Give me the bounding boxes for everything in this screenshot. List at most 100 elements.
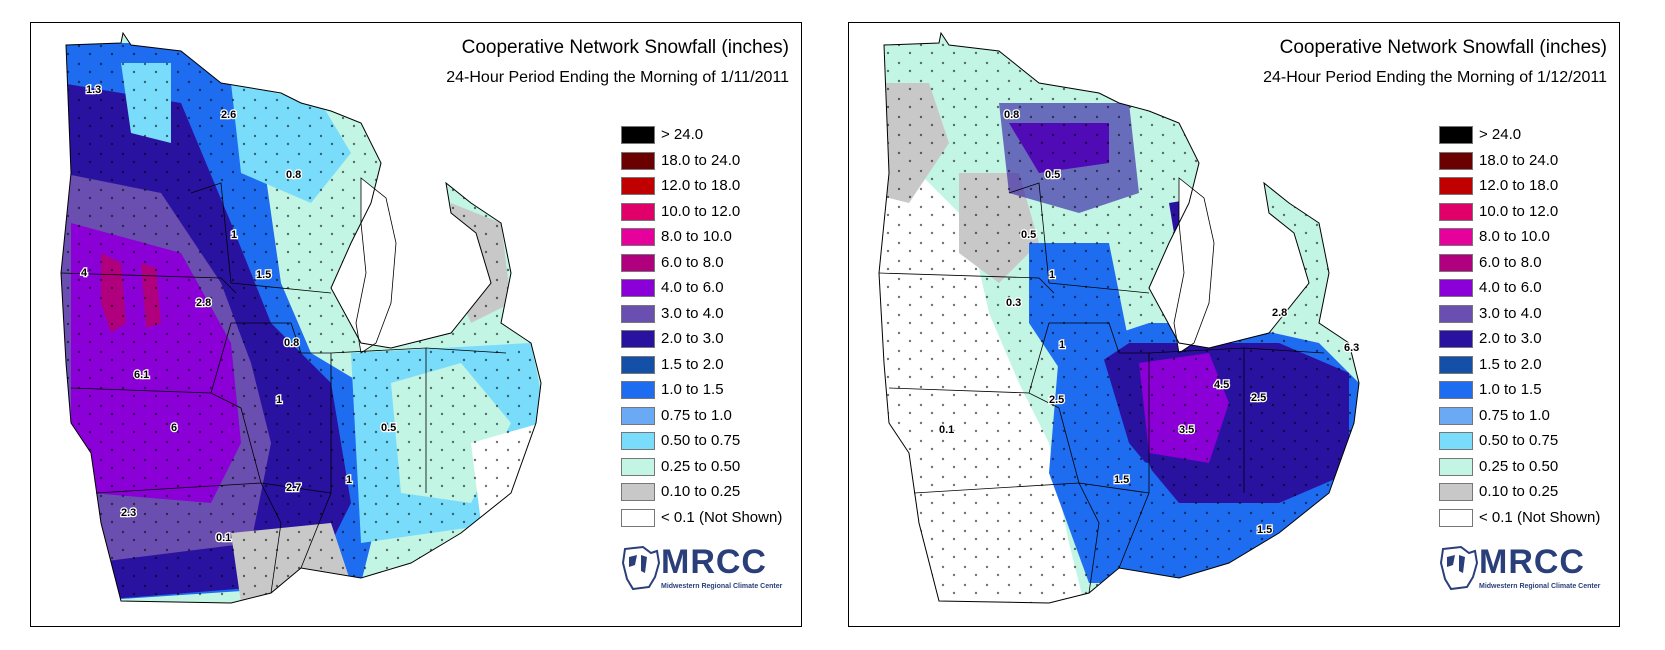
- legend-label: 8.0 to 10.0: [661, 228, 732, 245]
- map-value-labels: 1.3 2.6 0.8 1 4 1.5 2.8 0.8 6.1 1 0.5 6 2.7 1 2.3 0.1: [80, 83, 398, 546]
- great-lakes-logo-icon: [621, 545, 661, 591]
- logo-subtitle: Midwestern Regional Climate Center: [1479, 583, 1601, 590]
- legend-label: 18.0 to 24.0: [661, 151, 741, 169]
- map-value-label: 6.1: [134, 369, 149, 381]
- snowfall-map-1-12: 0.8 0.5 0.5 1 0.3 1 2.8 6.3 4.5 2.5 2.5 3.5 0.1 1.5 1.…: [878, 31, 1361, 604]
- legend-swatch: [1439, 228, 1473, 246]
- legend-swatch: [1439, 151, 1473, 170]
- legend-swatch: [621, 508, 655, 527]
- legend-label: 1.5 to 2.0: [1479, 355, 1542, 373]
- map-value-label: 6: [171, 422, 177, 434]
- legend-swatch: [1439, 253, 1473, 272]
- legend-label: 2.0 to 3.0: [1479, 330, 1542, 347]
- map-title: Cooperative Network Snowfall (inches): [1279, 37, 1607, 58]
- map-value-label: 1: [346, 474, 352, 486]
- map-value-label: 1: [1059, 339, 1065, 351]
- legend-label: 1.5 to 2.0: [661, 355, 724, 373]
- legend-swatch: [1439, 381, 1473, 399]
- map-value-labels: 0.8 0.5 0.5 1 0.3 1 2.8 6.3 4.5 2.5 2.5 3.5 0.1 1.5 1.…: [938, 108, 1361, 538]
- legend-swatch: [621, 330, 655, 348]
- legend-swatch: [1439, 483, 1473, 501]
- legend-label: 0.50 to 0.75: [661, 432, 741, 449]
- legend-label: < 0.1 (Not Shown): [661, 508, 783, 526]
- great-lakes-logo-icon: [1439, 545, 1479, 591]
- legend-swatch: [621, 432, 655, 450]
- legend-swatch: [1439, 406, 1473, 425]
- map-value-label: 1: [276, 394, 282, 406]
- legend-swatch: [621, 228, 655, 246]
- legend-label: 0.10 to 0.25: [1479, 483, 1559, 500]
- map-value-label: 1: [1049, 269, 1055, 281]
- legend-label: 12.0 to 18.0: [1479, 177, 1559, 194]
- map-value-label: 6.3: [1344, 342, 1359, 354]
- map-value-label: 3.5: [1179, 424, 1194, 436]
- map-value-label: 2.5: [1049, 394, 1064, 406]
- legend-swatch: [621, 406, 655, 425]
- legend-swatch: [621, 126, 655, 144]
- legend-label: 4.0 to 6.0: [1479, 279, 1542, 296]
- logo-subtitle: Midwestern Regional Climate Center: [661, 583, 783, 590]
- map-value-label: 2.7: [286, 482, 301, 494]
- legend-label: < 0.1 (Not Shown): [1479, 508, 1601, 526]
- legend-swatch: [621, 151, 655, 170]
- legend-swatch: [621, 457, 655, 476]
- legend-label: 1.0 to 1.5: [1479, 381, 1542, 398]
- logo-name: MRCC: [661, 543, 767, 581]
- map-value-label: 2.3: [121, 507, 136, 519]
- map-subtitle: 24-Hour Period Ending the Morning of 1/1…: [446, 69, 789, 86]
- legend-label: 3.0 to 4.0: [1479, 304, 1542, 322]
- map-value-label: 2.6: [221, 109, 236, 121]
- map-value-label: 1.5: [1114, 474, 1129, 486]
- legend-label: 3.0 to 4.0: [661, 304, 724, 322]
- legend-label: 10.0 to 12.0: [661, 202, 741, 220]
- legend-swatch: [621, 483, 655, 501]
- map-value-label: 0.8: [286, 169, 301, 181]
- legend-label: 18.0 to 24.0: [1479, 151, 1559, 169]
- mrcc-logo: MRCC Midwestern Regional Climate Center: [621, 543, 791, 603]
- legend-swatch: [621, 177, 655, 195]
- legend-swatch: [621, 355, 655, 374]
- map-value-label: 0.3: [1006, 297, 1021, 309]
- map-value-label: 0.1: [939, 424, 954, 436]
- map-value-label: 4.5: [1214, 379, 1229, 391]
- map-value-label: 1.5: [1257, 524, 1272, 536]
- map-title: Cooperative Network Snowfall (inches): [461, 37, 789, 58]
- legend-label: > 24.0: [1479, 126, 1522, 143]
- map-value-label: 0.8: [284, 337, 299, 349]
- legend-swatch: [1439, 126, 1473, 144]
- map-value-label: 2.8: [196, 297, 211, 309]
- legend-swatch: [1439, 330, 1473, 348]
- legend-swatch: [621, 253, 655, 272]
- legend-swatch: [1439, 508, 1473, 527]
- legend-label: 12.0 to 18.0: [661, 177, 741, 194]
- legend-swatch: [1439, 304, 1473, 323]
- snowfall-map-1-11: 1.3 2.6 0.8 1 4 1.5 2.8 0.8 6.1 1 0.5 6 2.7 1 2.3 0.1: [60, 31, 542, 604]
- legend-label: 2.0 to 3.0: [661, 330, 724, 347]
- legend-swatch: [1439, 355, 1473, 374]
- legend-swatch: [621, 304, 655, 323]
- legend-swatch: [1439, 177, 1473, 195]
- map-value-label: 0.5: [1021, 229, 1036, 241]
- map-value-label: 2.5: [1251, 392, 1266, 404]
- legend-label: 0.25 to 0.50: [661, 457, 741, 475]
- legend-label: 0.75 to 1.0: [661, 406, 732, 424]
- legend-label: 6.0 to 8.0: [1479, 253, 1542, 271]
- legend-swatch: [621, 202, 655, 221]
- map-subtitle: 24-Hour Period Ending the Morning of 1/1…: [1263, 69, 1607, 86]
- mrcc-logo: MRCC Midwestern Regional Climate Center: [1439, 543, 1609, 603]
- logo-name: MRCC: [1479, 543, 1585, 581]
- map-value-label: 0.1: [216, 532, 231, 544]
- legend-swatch: [1439, 279, 1473, 297]
- legend-label: 0.75 to 1.0: [1479, 406, 1550, 424]
- map-value-label: 0.5: [381, 422, 396, 434]
- map-value-label: 0.8: [1004, 109, 1019, 121]
- map-value-label: 2.8: [1272, 307, 1287, 319]
- map-value-label: 1: [231, 229, 237, 241]
- legend-swatch: [621, 381, 655, 399]
- map-value-label: 1.5: [256, 269, 271, 281]
- legend-swatch: [1439, 202, 1473, 221]
- legend-swatch: [621, 279, 655, 297]
- legend-label: 4.0 to 6.0: [661, 279, 724, 296]
- snowfall-map-panel-1-11: 1.3 2.6 0.8 1 4 1.5 2.8 0.8 6.1 1 0.5 6 2.7 1 2.3 0.1 C…: [30, 22, 802, 627]
- legend-label: 8.0 to 10.0: [1479, 228, 1550, 245]
